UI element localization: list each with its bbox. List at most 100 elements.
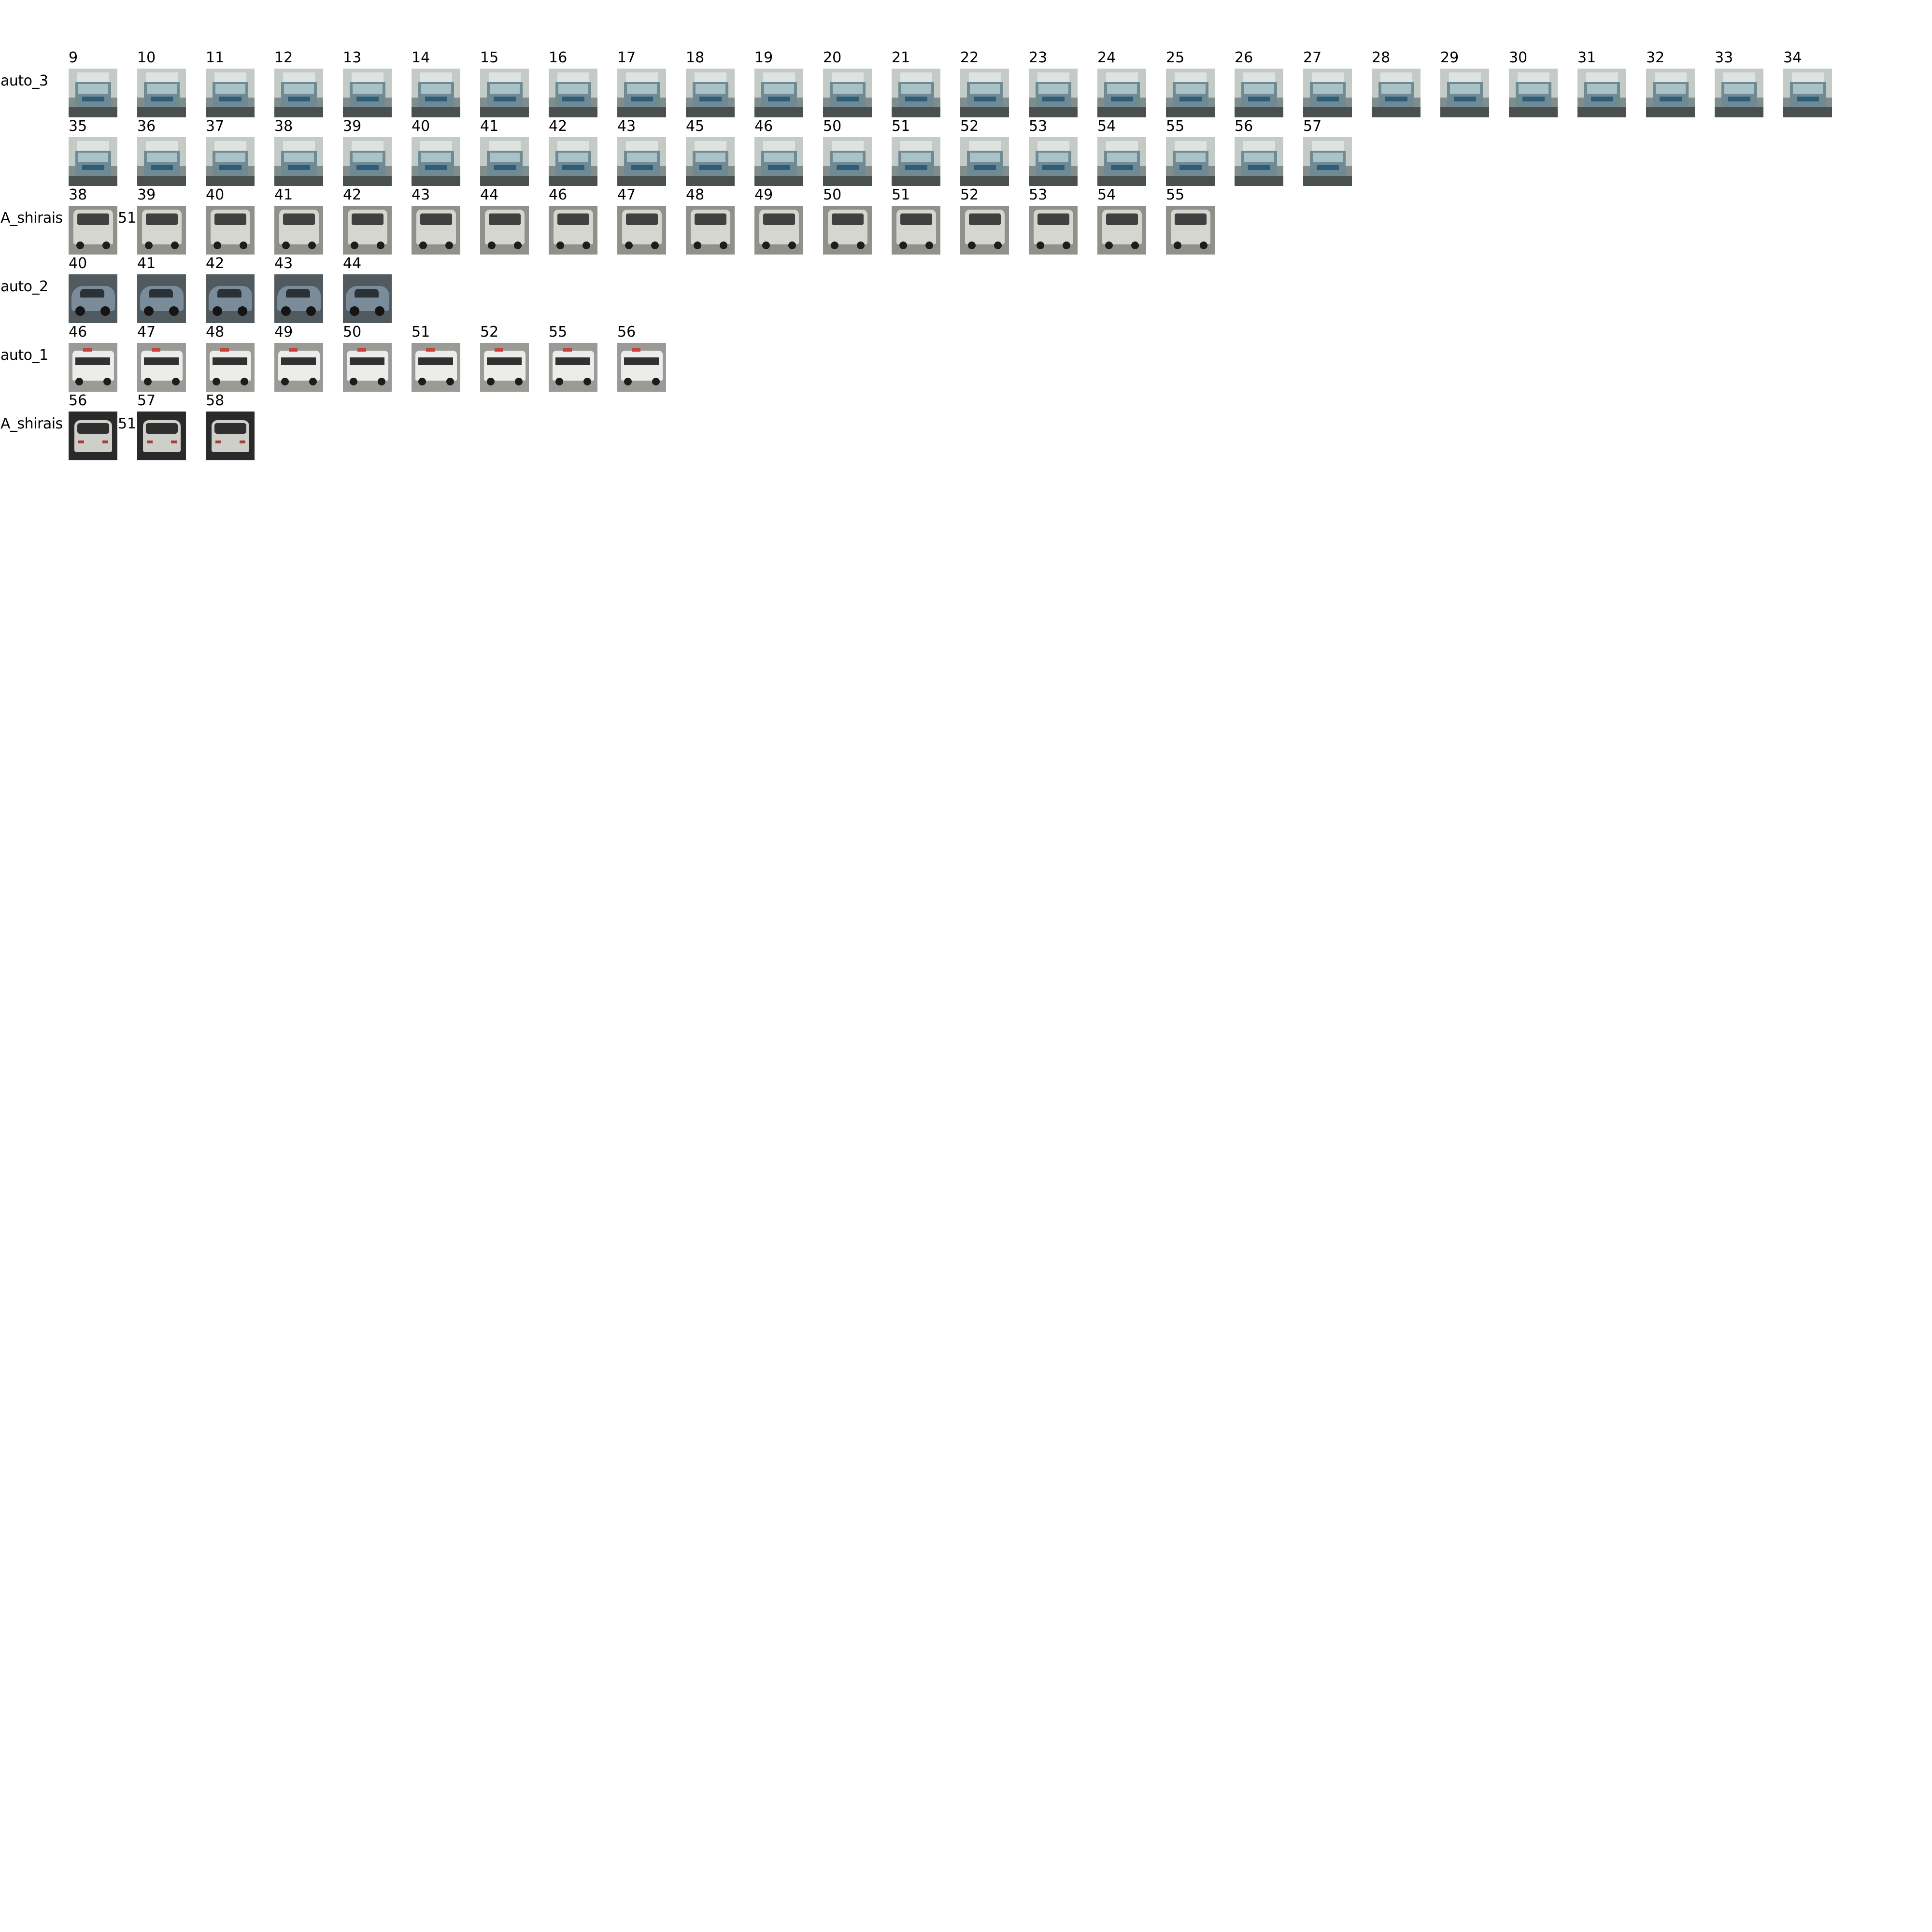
vehicle-thumbnail[interactable] (1509, 69, 1558, 117)
vehicle-thumbnail[interactable] (412, 343, 460, 392)
vehicle-thumbnail[interactable] (1166, 69, 1215, 117)
vehicle-image-part (627, 84, 657, 94)
vehicle-thumbnail[interactable] (343, 137, 392, 186)
vehicle-thumbnail[interactable] (1029, 137, 1078, 186)
vehicle-image-part (78, 440, 84, 443)
vehicle-thumbnail[interactable] (343, 274, 392, 323)
frame-number: 52 (960, 186, 979, 203)
vehicle-thumbnail[interactable] (274, 206, 323, 255)
vehicle-thumbnail[interactable] (1166, 137, 1215, 186)
vehicle-thumbnail[interactable] (686, 137, 735, 186)
vehicle-thumbnail[interactable] (69, 137, 117, 186)
vehicle-thumbnail[interactable] (892, 206, 940, 255)
frame-number: 42 (549, 118, 568, 135)
vehicle-thumbnail[interactable] (1715, 69, 1763, 117)
vehicle-thumbnail[interactable] (1097, 69, 1146, 117)
vehicle-thumbnail[interactable] (343, 69, 392, 117)
vehicle-image-part (1724, 84, 1754, 94)
vehicle-thumbnail[interactable] (206, 412, 255, 460)
vehicle-thumbnail[interactable] (480, 137, 529, 186)
vehicle-thumbnail[interactable] (480, 206, 529, 255)
vehicle-thumbnail[interactable] (617, 343, 666, 392)
vehicle-image-part (352, 141, 384, 152)
vehicle-thumbnail[interactable] (69, 274, 117, 323)
vehicle-image-part (137, 107, 186, 117)
vehicle-thumbnail[interactable] (754, 206, 803, 255)
vehicle-thumbnail[interactable] (274, 343, 323, 392)
vehicle-thumbnail[interactable] (823, 69, 872, 117)
vehicle-thumbnail[interactable] (137, 274, 186, 323)
vehicle-thumbnail[interactable] (137, 137, 186, 186)
vehicle-thumbnail[interactable] (617, 206, 666, 255)
vehicle-thumbnail[interactable] (137, 343, 186, 392)
vehicle-thumbnail[interactable] (137, 412, 186, 460)
vehicle-image-part (206, 176, 255, 186)
vehicle-image-part (1038, 153, 1068, 162)
vehicle-thumbnail[interactable] (274, 69, 323, 117)
vehicle-thumbnail[interactable] (823, 206, 872, 255)
vehicle-thumbnail[interactable] (69, 206, 117, 255)
vehicle-thumbnail[interactable] (206, 274, 255, 323)
vehicle-thumbnail[interactable] (549, 69, 597, 117)
vehicle-thumbnail[interactable] (1303, 137, 1352, 186)
vehicle-thumbnail[interactable] (617, 69, 666, 117)
vehicle-thumbnail[interactable] (1577, 69, 1626, 117)
vehicle-thumbnail[interactable] (1372, 69, 1421, 117)
vehicle-image-part (515, 378, 523, 385)
vehicle-thumbnail[interactable] (343, 343, 392, 392)
vehicle-thumbnail[interactable] (1303, 69, 1352, 117)
vehicle-image-part (213, 357, 247, 365)
vehicle-thumbnail[interactable] (823, 137, 872, 186)
vehicle-image-part (651, 242, 659, 249)
vehicle-thumbnail[interactable] (686, 69, 735, 117)
vehicle-thumbnail[interactable] (274, 274, 323, 323)
vehicle-image-part (768, 165, 790, 170)
vehicle-thumbnail[interactable] (1235, 69, 1283, 117)
vehicle-thumbnail[interactable] (69, 69, 117, 117)
vehicle-thumbnail[interactable] (69, 412, 117, 460)
vehicle-image-part (1063, 242, 1070, 249)
vehicle-thumbnail[interactable] (412, 206, 460, 255)
frame-number: 51 (412, 324, 430, 341)
vehicle-image-part (1244, 153, 1274, 162)
vehicle-thumbnail[interactable] (137, 206, 186, 255)
vehicle-thumbnail[interactable] (206, 206, 255, 255)
vehicle-thumbnail[interactable] (206, 343, 255, 392)
vehicle-thumbnail[interactable] (412, 69, 460, 117)
vehicle-image-part (1166, 176, 1215, 186)
vehicle-thumbnail[interactable] (1235, 137, 1283, 186)
vehicle-thumbnail[interactable] (69, 343, 117, 392)
vehicle-thumbnail[interactable] (1097, 137, 1146, 186)
vehicle-thumbnail[interactable] (206, 69, 255, 117)
vehicle-thumbnail[interactable] (480, 343, 529, 392)
vehicle-thumbnail[interactable] (549, 206, 597, 255)
vehicle-thumbnail[interactable] (274, 137, 323, 186)
vehicle-thumbnail[interactable] (549, 137, 597, 186)
vehicle-thumbnail[interactable] (754, 69, 803, 117)
vehicle-thumbnail[interactable] (892, 69, 940, 117)
vehicle-thumbnail[interactable] (1440, 69, 1489, 117)
vehicle-thumbnail[interactable] (137, 69, 186, 117)
vehicle-thumbnail[interactable] (686, 206, 735, 255)
vehicle-thumbnail[interactable] (1783, 69, 1832, 117)
vehicle-thumbnail[interactable] (960, 206, 1009, 255)
vehicle-thumbnail[interactable] (754, 137, 803, 186)
vehicle-thumbnail[interactable] (617, 137, 666, 186)
vehicle-thumbnail[interactable] (1029, 69, 1078, 117)
vehicle-thumbnail[interactable] (1029, 206, 1078, 255)
vehicle-image-part (1454, 97, 1476, 101)
vehicle-thumbnail[interactable] (1646, 69, 1695, 117)
vehicle-thumbnail[interactable] (549, 343, 597, 392)
vehicle-thumbnail[interactable] (892, 137, 940, 186)
frame-number: 23 (1029, 49, 1048, 66)
vehicle-thumbnail[interactable] (412, 137, 460, 186)
vehicle-image-part (1097, 107, 1146, 117)
vehicle-thumbnail[interactable] (480, 69, 529, 117)
vehicle-image-part (357, 348, 366, 352)
vehicle-thumbnail[interactable] (1097, 206, 1146, 255)
vehicle-thumbnail[interactable] (206, 137, 255, 186)
vehicle-thumbnail[interactable] (1166, 206, 1215, 255)
vehicle-thumbnail[interactable] (960, 137, 1009, 186)
vehicle-thumbnail[interactable] (343, 206, 392, 255)
vehicle-thumbnail[interactable] (960, 69, 1009, 117)
